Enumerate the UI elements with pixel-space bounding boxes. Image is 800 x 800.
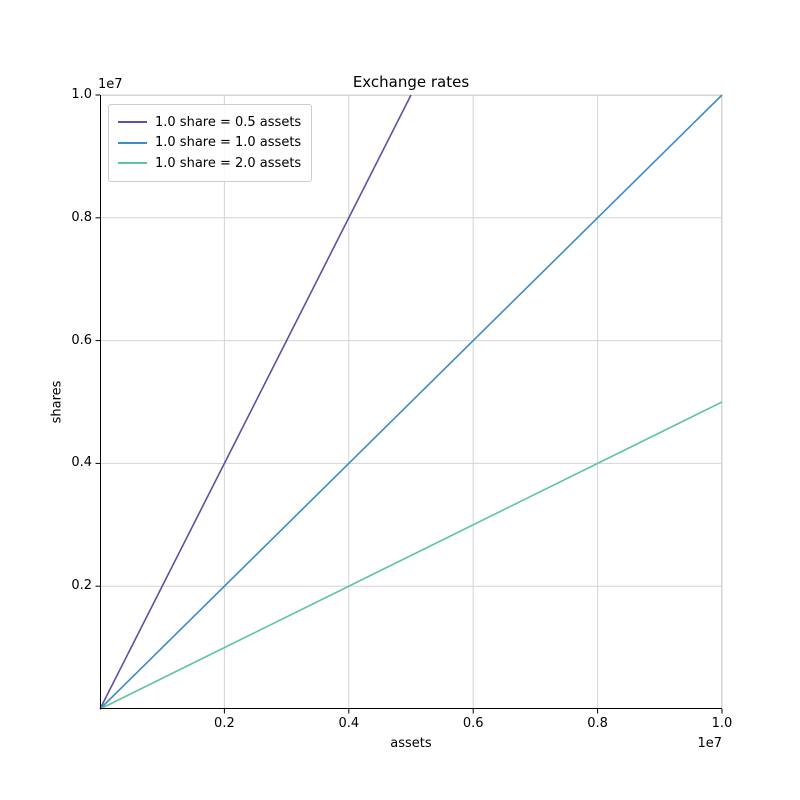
x-tick-label: 0.8 [587, 716, 608, 731]
plot-area: 1.0 share = 0.5 assets 1.0 share = 1.0 as… [95, 94, 723, 714]
y-tick-label: 1.0 [71, 87, 92, 102]
x-tick-label: 1.0 [711, 716, 733, 731]
y-tick-label: 0.4 [71, 455, 92, 471]
legend-item: 1.0 share = 0.5 assets [118, 112, 301, 133]
x-axis-offset-label: 1e7 [697, 736, 722, 751]
series-line [99, 401, 723, 710]
legend-label: 1.0 share = 0.5 assets [155, 114, 302, 130]
legend-line-swatch [118, 162, 147, 165]
x-axis-label: assets [390, 736, 432, 751]
chart-title: Exchange rates [352, 73, 470, 91]
y-tick-label: 0.2 [71, 578, 92, 594]
y-tick-label: 0.6 [71, 332, 92, 348]
series-line [99, 94, 723, 710]
x-tick-label: 0.4 [338, 716, 360, 731]
y-axis-label: shares [49, 380, 65, 424]
legend-label: 1.0 share = 1.0 assets [155, 135, 302, 151]
legend-item: 1.0 share = 2.0 assets [118, 153, 301, 174]
legend-item: 1.0 share = 1.0 assets [118, 133, 301, 154]
legend-label: 1.0 share = 2.0 assets [155, 155, 302, 171]
series-line [99, 94, 412, 710]
x-tick-label: 0.2 [214, 716, 235, 731]
y-tick-label: 0.8 [71, 209, 92, 225]
legend-line-swatch [118, 141, 147, 144]
legend: 1.0 share = 0.5 assets 1.0 share = 1.0 as… [108, 104, 313, 182]
x-tick-label: 0.6 [462, 716, 484, 731]
legend-line-swatch [118, 121, 147, 124]
y-axis-offset-label: 1e7 [98, 77, 123, 92]
plot-canvas [95, 94, 723, 714]
